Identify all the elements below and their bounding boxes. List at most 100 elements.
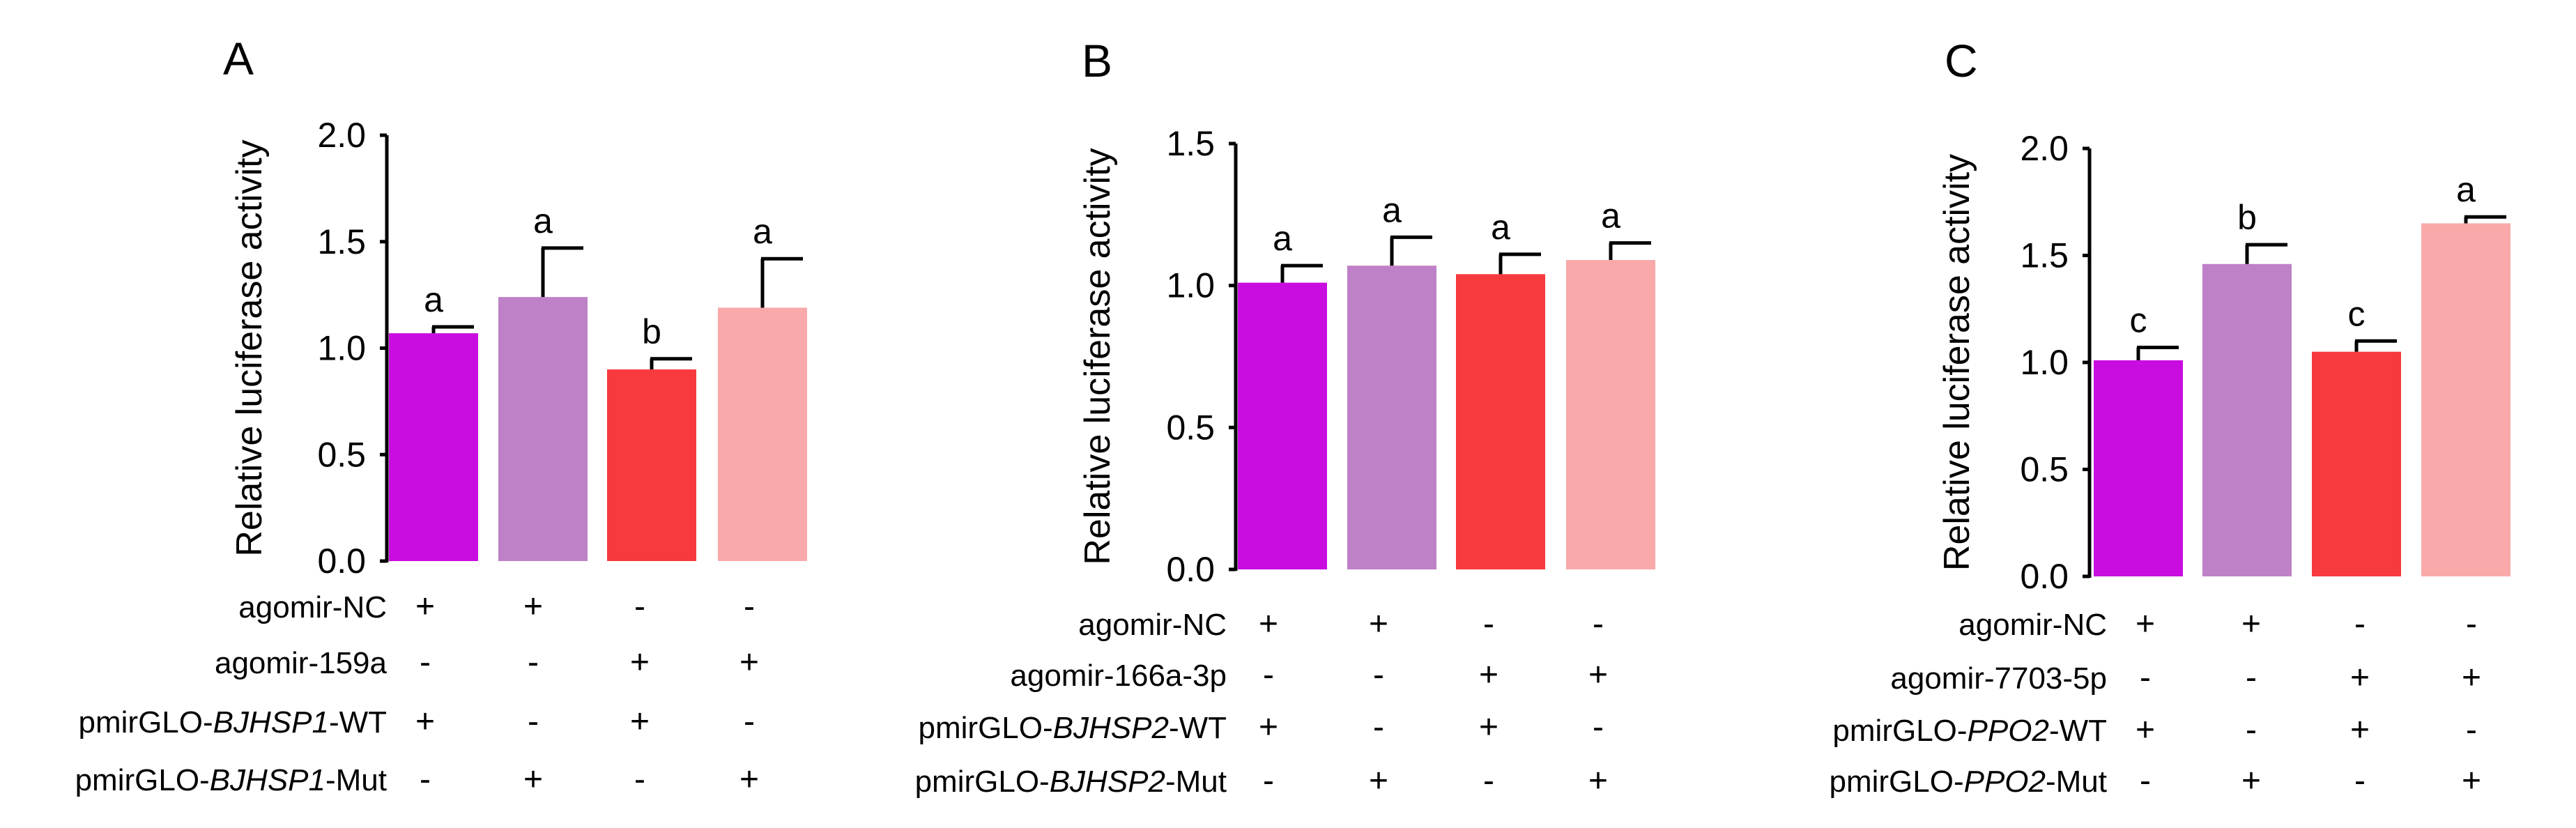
condition-sign: - — [744, 588, 755, 625]
condition-label: pmirGLO-BJHSP1-WT — [79, 705, 387, 739]
condition-label-prefix: pmirGLO- — [1829, 765, 1963, 799]
condition-sign: - — [420, 644, 431, 681]
y-tick-label: 1.0 — [2020, 343, 2069, 382]
condition-sign: + — [739, 761, 759, 798]
panel-label: A — [223, 33, 254, 84]
condition-sign: - — [2466, 712, 2477, 749]
panel-label: C — [1945, 35, 1978, 86]
bar — [1566, 260, 1655, 569]
panel-label: B — [1082, 35, 1112, 86]
significance-letter: b — [642, 312, 661, 351]
condition-sign: - — [2140, 762, 2151, 799]
bar — [2312, 351, 2401, 576]
condition-label: agomir-NC — [1078, 608, 1227, 642]
condition-sign: + — [2241, 606, 2261, 643]
condition-sign: + — [2136, 712, 2155, 749]
condition-sign: + — [523, 761, 543, 798]
condition-sign: + — [415, 588, 435, 625]
y-axis-title: Relative luciferase activity — [1078, 148, 1118, 565]
bar — [1238, 282, 1327, 569]
condition-sign: + — [415, 703, 435, 740]
condition-sign: - — [2246, 659, 2257, 696]
condition-sign: + — [1479, 709, 1498, 746]
condition-sign: - — [1593, 606, 1604, 643]
condition-sign: - — [1593, 709, 1604, 746]
condition-sign: + — [1588, 657, 1608, 693]
condition-label: pmirGLO-PPO2-WT — [1832, 714, 2107, 748]
significance-letter: b — [2237, 198, 2257, 237]
condition-sign: - — [528, 644, 539, 681]
y-tick-label: 1.0 — [1166, 266, 1215, 305]
condition-sign: + — [1369, 606, 1388, 643]
condition-label-suffix: -Mut — [1165, 765, 1227, 799]
condition-label: agomir-NC — [238, 590, 387, 624]
condition-label: pmirGLO-PPO2-Mut — [1829, 765, 2107, 799]
condition-sign: + — [2350, 659, 2370, 696]
condition-sign: + — [2462, 659, 2481, 696]
condition-label-prefix: pmirGLO- — [919, 711, 1053, 745]
condition-sign: - — [528, 703, 539, 740]
condition-sign: + — [2350, 712, 2370, 749]
condition-sign: + — [630, 703, 650, 740]
significance-letter: a — [1273, 219, 1292, 258]
condition-sign: + — [523, 588, 543, 625]
condition-sign: + — [1259, 709, 1278, 746]
y-tick-label: 1.5 — [2020, 236, 2069, 275]
significance-letter: a — [1601, 197, 1620, 236]
condition-label-suffix: -WT — [329, 705, 387, 739]
condition-label-suffix: -Mut — [2046, 765, 2107, 799]
condition-label-prefix: pmirGLO- — [79, 705, 213, 739]
condition-sign: + — [1259, 606, 1278, 643]
significance-letter: c — [2130, 301, 2147, 340]
significance-letter: a — [424, 280, 443, 319]
bar — [1456, 274, 1545, 569]
condition-sign: - — [2354, 606, 2366, 643]
significance-letter: a — [2456, 170, 2476, 209]
condition-sign: + — [1588, 762, 1608, 799]
condition-sign: - — [2246, 712, 2257, 749]
chart-panel-c: C Relative luciferase activity 0.0 0.5 1.0 1.… — [1829, 35, 2510, 799]
y-tick-label: 0.5 — [2020, 450, 2069, 489]
condition-sign: + — [630, 644, 650, 681]
condition-label-prefix: pmirGLO- — [75, 763, 210, 797]
y-axis-title: Relative luciferase activity — [1937, 154, 1977, 571]
condition-sign: + — [739, 644, 759, 681]
y-tick-label: 1.0 — [317, 329, 366, 368]
y-tick-label: 2.0 — [2020, 129, 2069, 168]
bar — [2094, 360, 2183, 576]
bar — [607, 369, 696, 561]
y-tick-label: 0.0 — [317, 542, 366, 581]
significance-letter: a — [533, 201, 553, 240]
y-axis-title: Relative luciferase activity — [229, 139, 270, 556]
condition-label: pmirGLO-BJHSP2-WT — [919, 711, 1227, 745]
condition-label-suffix: -Mut — [325, 763, 387, 797]
significance-letter: c — [2348, 294, 2366, 333]
significance-letter: a — [753, 212, 772, 251]
significance-letter: a — [1491, 208, 1510, 247]
condition-label: pmirGLO-BJHSP2-Mut — [915, 765, 1227, 799]
condition-label-gene: PPO2 — [1964, 765, 2046, 799]
y-tick-label: 2.0 — [317, 116, 366, 155]
condition-label-prefix: pmirGLO- — [1832, 714, 1967, 748]
chart-panel-a: A Relative luciferase activity 0.0 0.5 1.0 1.… — [75, 33, 807, 798]
condition-sign: - — [1373, 657, 1384, 693]
condition-sign: - — [744, 703, 755, 740]
condition-sign: - — [1483, 606, 1494, 643]
y-tick-label: 0.5 — [1166, 408, 1215, 447]
y-tick-label: 0.0 — [1166, 550, 1215, 589]
condition-sign: - — [2354, 762, 2366, 799]
bar — [1347, 266, 1436, 569]
condition-label: agomir-NC — [1958, 608, 2107, 642]
condition-sign: - — [634, 761, 645, 798]
y-tick-label: 0.5 — [317, 435, 366, 474]
condition-label: agomir-159a — [215, 646, 388, 680]
condition-label-gene: BJHSP2 — [1053, 711, 1169, 745]
bar — [498, 297, 588, 561]
condition-label: pmirGLO-BJHSP1-Mut — [75, 763, 387, 797]
condition-sign: - — [2466, 606, 2477, 643]
condition-sign: - — [1483, 762, 1494, 799]
condition-sign: + — [2241, 762, 2261, 799]
bar — [389, 333, 478, 561]
condition-label-gene: BJHSP1 — [210, 763, 325, 797]
